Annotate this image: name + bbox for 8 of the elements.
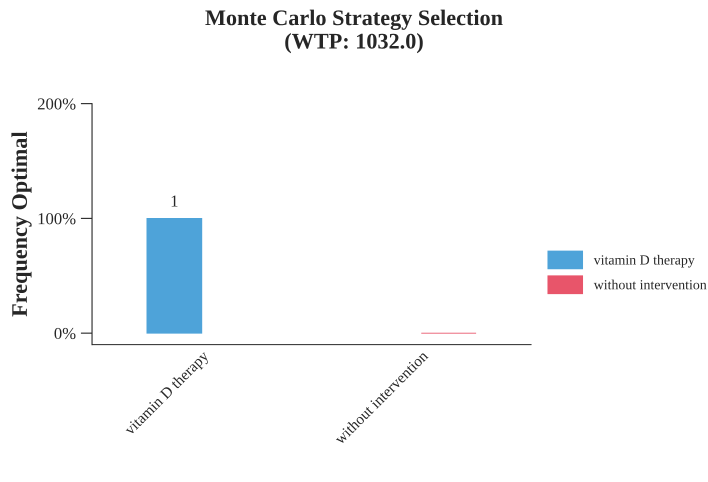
y-axis-title: Frequency Optimal xyxy=(11,132,32,316)
y-tick-label: 0% xyxy=(54,328,76,340)
y-tick-label: 100% xyxy=(38,213,76,224)
legend-label: vitamin D therapy xyxy=(594,254,695,268)
legend-label: without intervention xyxy=(594,280,707,290)
data-label: 1 xyxy=(172,196,178,207)
y-tick-label: 200% xyxy=(38,98,76,110)
chart-title: Monte Carlo Strategy Selection (WTP: 1032.0) xyxy=(205,10,503,54)
